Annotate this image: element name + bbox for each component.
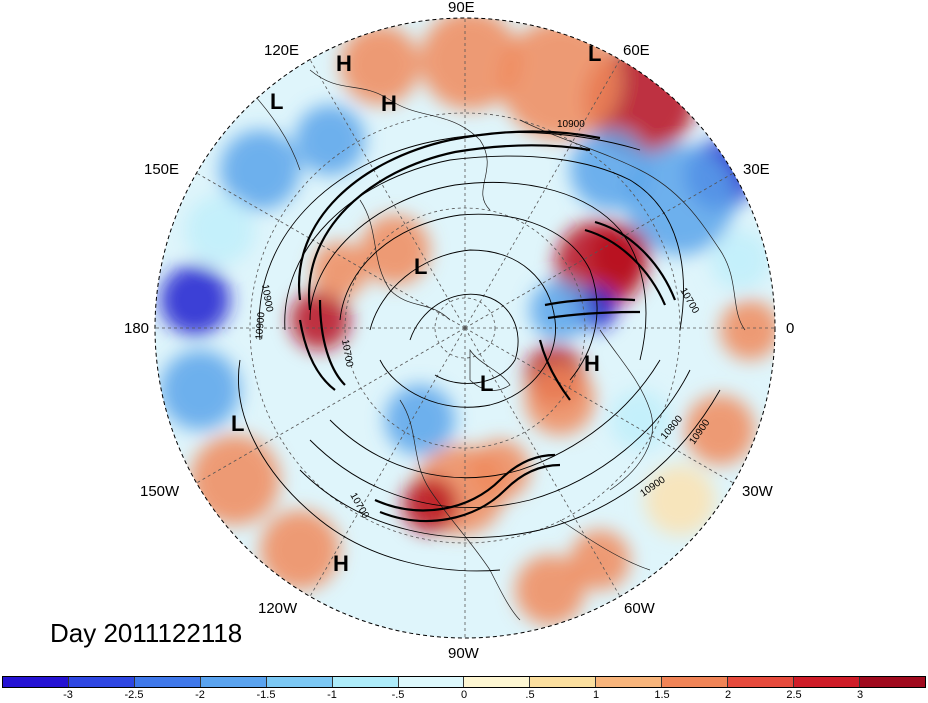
anomaly-patch	[312, 242, 368, 298]
colorbar-segment	[464, 677, 531, 687]
anomaly-patch	[515, 555, 585, 625]
anomaly-patch	[260, 510, 340, 590]
colorbar-tick-label: 2.5	[786, 689, 802, 701]
lon-label: 120E	[264, 42, 299, 59]
contour-label: 10900	[254, 311, 267, 340]
colorbar-segment	[266, 677, 333, 687]
colorbar-tick-label: 3	[856, 689, 864, 701]
colorbar-segment	[728, 677, 795, 687]
anomaly-patch	[160, 350, 240, 430]
anomaly-patch	[340, 25, 420, 105]
colorbar-segment	[332, 677, 399, 687]
colorbar	[2, 676, 926, 688]
colorbar-ticks: -3 -2.5 -2 -1.5 -1 -.5 0 .5 1 1.5 2 2.5 3	[0, 689, 928, 703]
colorbar-segment	[596, 677, 663, 687]
anomaly-patch	[185, 195, 255, 265]
anomaly-patch	[402, 477, 458, 533]
lon-label: 30E	[743, 161, 770, 178]
colorbar-tick-label: 1	[592, 689, 600, 701]
colorbar-segment	[662, 677, 729, 687]
lon-label: 90E	[448, 0, 475, 16]
colorbar-tick-label: 1.5	[654, 689, 670, 701]
colorbar-segment	[859, 677, 925, 687]
meridian-line	[196, 327, 466, 484]
anomaly-patch	[685, 395, 755, 465]
colorbar-segment	[398, 677, 465, 687]
high-marker: H	[381, 91, 397, 116]
anomaly-patch	[500, 20, 620, 140]
low-marker: L	[270, 89, 283, 114]
anomaly-patch	[220, 130, 300, 210]
lon-label: 0	[786, 320, 794, 337]
meridian-line	[464, 327, 734, 484]
colorbar-tick-label: 0	[460, 689, 468, 701]
day-label: Day 2011122118	[50, 618, 243, 648]
anomaly-patch	[645, 465, 715, 535]
polar-map: 10900 10900 10900 10700 10900 10800 1090…	[124, 0, 794, 662]
meridian-line	[464, 59, 621, 329]
colorbar-tick-label: -.5	[391, 689, 405, 701]
contour-label: 10900	[259, 284, 275, 314]
colorbar-tick-label: -3	[63, 689, 73, 701]
colorbar-segment	[134, 677, 201, 687]
jet-contours	[297, 130, 677, 523]
anomaly-patch	[530, 280, 590, 340]
anomaly-patch	[295, 105, 365, 175]
coastlines	[239, 69, 746, 621]
height-contours	[238, 132, 721, 572]
anomaly-patch	[720, 300, 775, 360]
anomaly-patch	[590, 225, 650, 285]
colorbar-tick-label: 2	[724, 689, 732, 701]
colorbar-tick-label: -1	[327, 689, 337, 701]
colorbar-segment	[68, 677, 135, 687]
lon-label: 90W	[448, 645, 480, 662]
longitude-labels: 90E 60E 30E 0 30W 60W 90W 120W 150W 180 …	[124, 0, 794, 662]
low-marker: L	[588, 41, 601, 66]
low-marker: L	[231, 411, 244, 436]
meridian-line	[464, 327, 621, 597]
colorbar-segment	[200, 677, 267, 687]
anomaly-patch	[420, 18, 520, 110]
colorbar-tick-label: -2	[195, 689, 205, 701]
colorbar-tick-label: .5	[525, 689, 535, 701]
contour-label: 10700	[339, 339, 355, 369]
anomaly-patch	[525, 365, 595, 435]
high-marker: H	[336, 51, 352, 76]
anomaly-patch	[385, 385, 455, 455]
colorbar-segment	[3, 677, 69, 687]
colorbar-tick-label: -2.5	[124, 689, 144, 701]
anomaly-patch	[190, 435, 280, 525]
anomaly-patch	[160, 265, 230, 335]
lon-label: 150E	[144, 161, 179, 178]
meridian-line	[196, 172, 466, 329]
anomaly-patch	[610, 390, 670, 450]
lon-label: 180	[124, 320, 149, 337]
contour-label: 10900	[557, 119, 585, 130]
high-marker: H	[584, 351, 600, 376]
meridian-line	[309, 59, 466, 329]
lon-label: 30W	[742, 483, 774, 500]
anomaly-patch	[625, 145, 735, 255]
lon-label: 60E	[623, 42, 650, 59]
lon-label: 150W	[140, 483, 180, 500]
colorbar-segment	[530, 677, 597, 687]
lon-label: 60W	[624, 600, 656, 617]
pressure-centers: H H L L L L H L H	[231, 41, 601, 576]
anomaly-patch	[710, 230, 770, 290]
colorbar-tick-label: -1.5	[256, 689, 276, 701]
anomaly-field	[155, 18, 775, 638]
anomaly-patch	[470, 440, 530, 500]
lon-label: 120W	[258, 600, 298, 617]
colorbar-segment	[794, 677, 860, 687]
high-marker: H	[333, 551, 349, 576]
anomaly-patch	[570, 530, 630, 590]
anomaly-patch	[360, 215, 430, 285]
low-marker: L	[414, 254, 427, 279]
low-marker: L	[480, 371, 493, 396]
map-border	[154, 17, 776, 639]
meridian-line	[464, 172, 734, 329]
meridian-line	[309, 327, 466, 597]
